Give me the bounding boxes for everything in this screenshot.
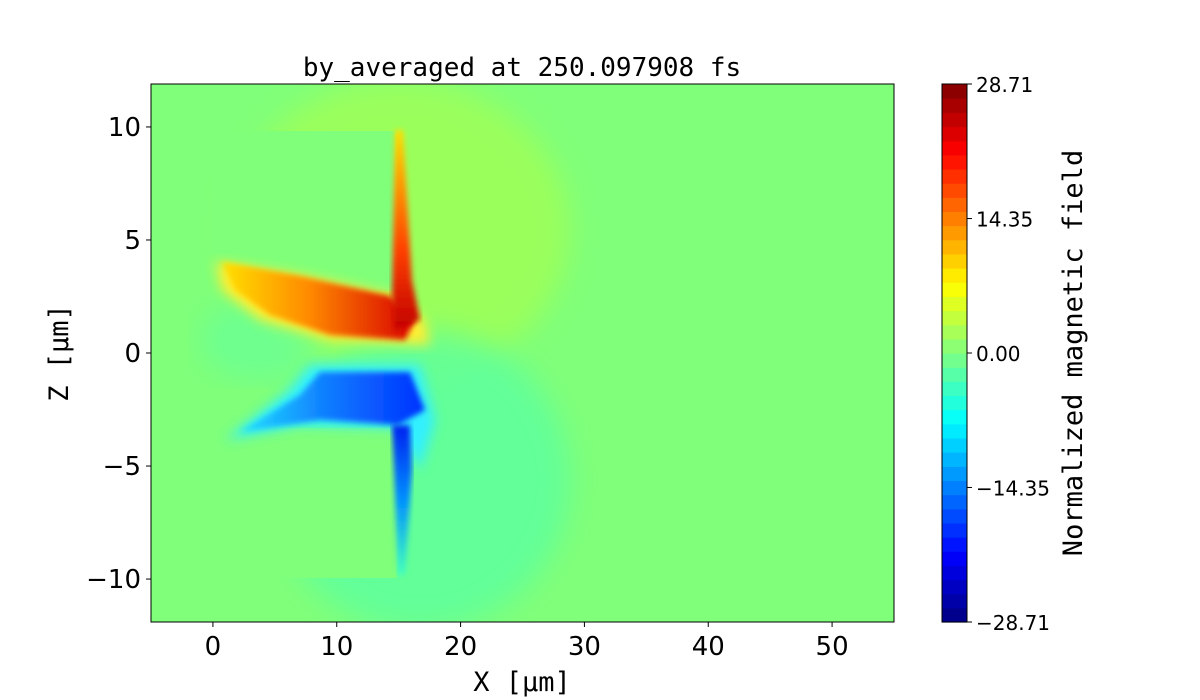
colorbar-level — [942, 98, 967, 113]
x-tick-label: 0 — [205, 632, 222, 662]
colorbar-level — [942, 466, 967, 482]
y-tick-label: 5 — [124, 226, 141, 256]
colorbar-level — [942, 183, 967, 198]
colorbar-level — [942, 154, 967, 170]
colorbar-level — [942, 324, 967, 340]
colorbar-level — [942, 522, 967, 538]
colorbar-tick-label: 14.35 — [976, 208, 1033, 232]
x-axis-label: X [μm] — [473, 667, 571, 698]
x-tick-label: 20 — [444, 632, 477, 662]
colorbar-level — [942, 551, 967, 566]
x-axis: 0 10 20 30 40 50 — [205, 622, 849, 662]
colorbar-level — [942, 409, 967, 425]
colorbar-level — [942, 84, 967, 99]
colorbar-level — [942, 579, 967, 595]
positive-lobe — [222, 262, 415, 340]
colorbar-level — [942, 296, 967, 312]
heatmap-field — [151, 84, 894, 622]
colorbar-tick-label: 0.00 — [976, 342, 1021, 366]
colorbar-label: Normalized magnetic field — [1058, 150, 1089, 556]
colorbar-level — [942, 537, 967, 552]
colorbar-level — [942, 607, 967, 623]
lower-target-block — [212, 428, 397, 578]
colorbar-level — [942, 268, 967, 283]
y-tick-label: −10 — [86, 565, 141, 595]
colorbar-level — [942, 437, 967, 453]
colorbar-level — [942, 395, 967, 411]
colorbar-level — [942, 239, 967, 255]
y-axis: 10 5 0 −5 −10 — [86, 113, 151, 595]
y-tick-label: 10 — [108, 113, 141, 143]
colorbar-tick-label: −28.71 — [976, 611, 1050, 635]
colorbar-level — [942, 126, 967, 142]
y-axis-label: Z [μm] — [44, 304, 75, 402]
colorbar-level — [942, 211, 967, 227]
colorbar-level — [942, 253, 967, 269]
colorbar-tick-label: 28.71 — [976, 73, 1033, 97]
y-tick-label: −5 — [103, 452, 141, 482]
y-tick-label: 0 — [124, 339, 141, 369]
colorbar-level — [942, 140, 967, 156]
upper-target-block — [212, 131, 395, 291]
colorbar-level — [942, 310, 967, 326]
positive-edge-stripe — [392, 130, 420, 330]
x-tick-label: 30 — [568, 632, 601, 662]
colorbar-level — [942, 494, 967, 510]
colorbar-level — [942, 381, 967, 397]
x-tick-label: 10 — [320, 632, 353, 662]
colorbar-level — [942, 168, 967, 184]
colorbar-level — [942, 367, 967, 382]
colorbar-level — [942, 423, 967, 439]
colorbar-level — [942, 508, 967, 524]
colorbar-ticks: 28.71 14.35 0.00 −14.35 −28.71 — [967, 73, 1050, 635]
colorbar-level — [942, 565, 967, 581]
colorbar-level — [942, 452, 967, 467]
negative-edge-stripe — [392, 425, 412, 575]
colorbar-level — [942, 338, 967, 354]
chart-title: by_averaged at 250.097908 fs — [303, 53, 741, 83]
x-tick-label: 40 — [692, 632, 725, 662]
colorbar-level — [942, 282, 967, 297]
colorbar-level — [942, 353, 967, 368]
negative-lobe — [240, 372, 425, 432]
colorbar-level — [942, 225, 967, 241]
colorbar-level — [942, 197, 967, 213]
colorbar — [942, 84, 967, 623]
colorbar-level — [942, 480, 967, 496]
x-tick-label: 50 — [816, 632, 849, 662]
colorbar-level — [942, 112, 967, 128]
colorbar-level — [942, 593, 967, 609]
colorbar-tick-label: −14.35 — [976, 476, 1050, 500]
